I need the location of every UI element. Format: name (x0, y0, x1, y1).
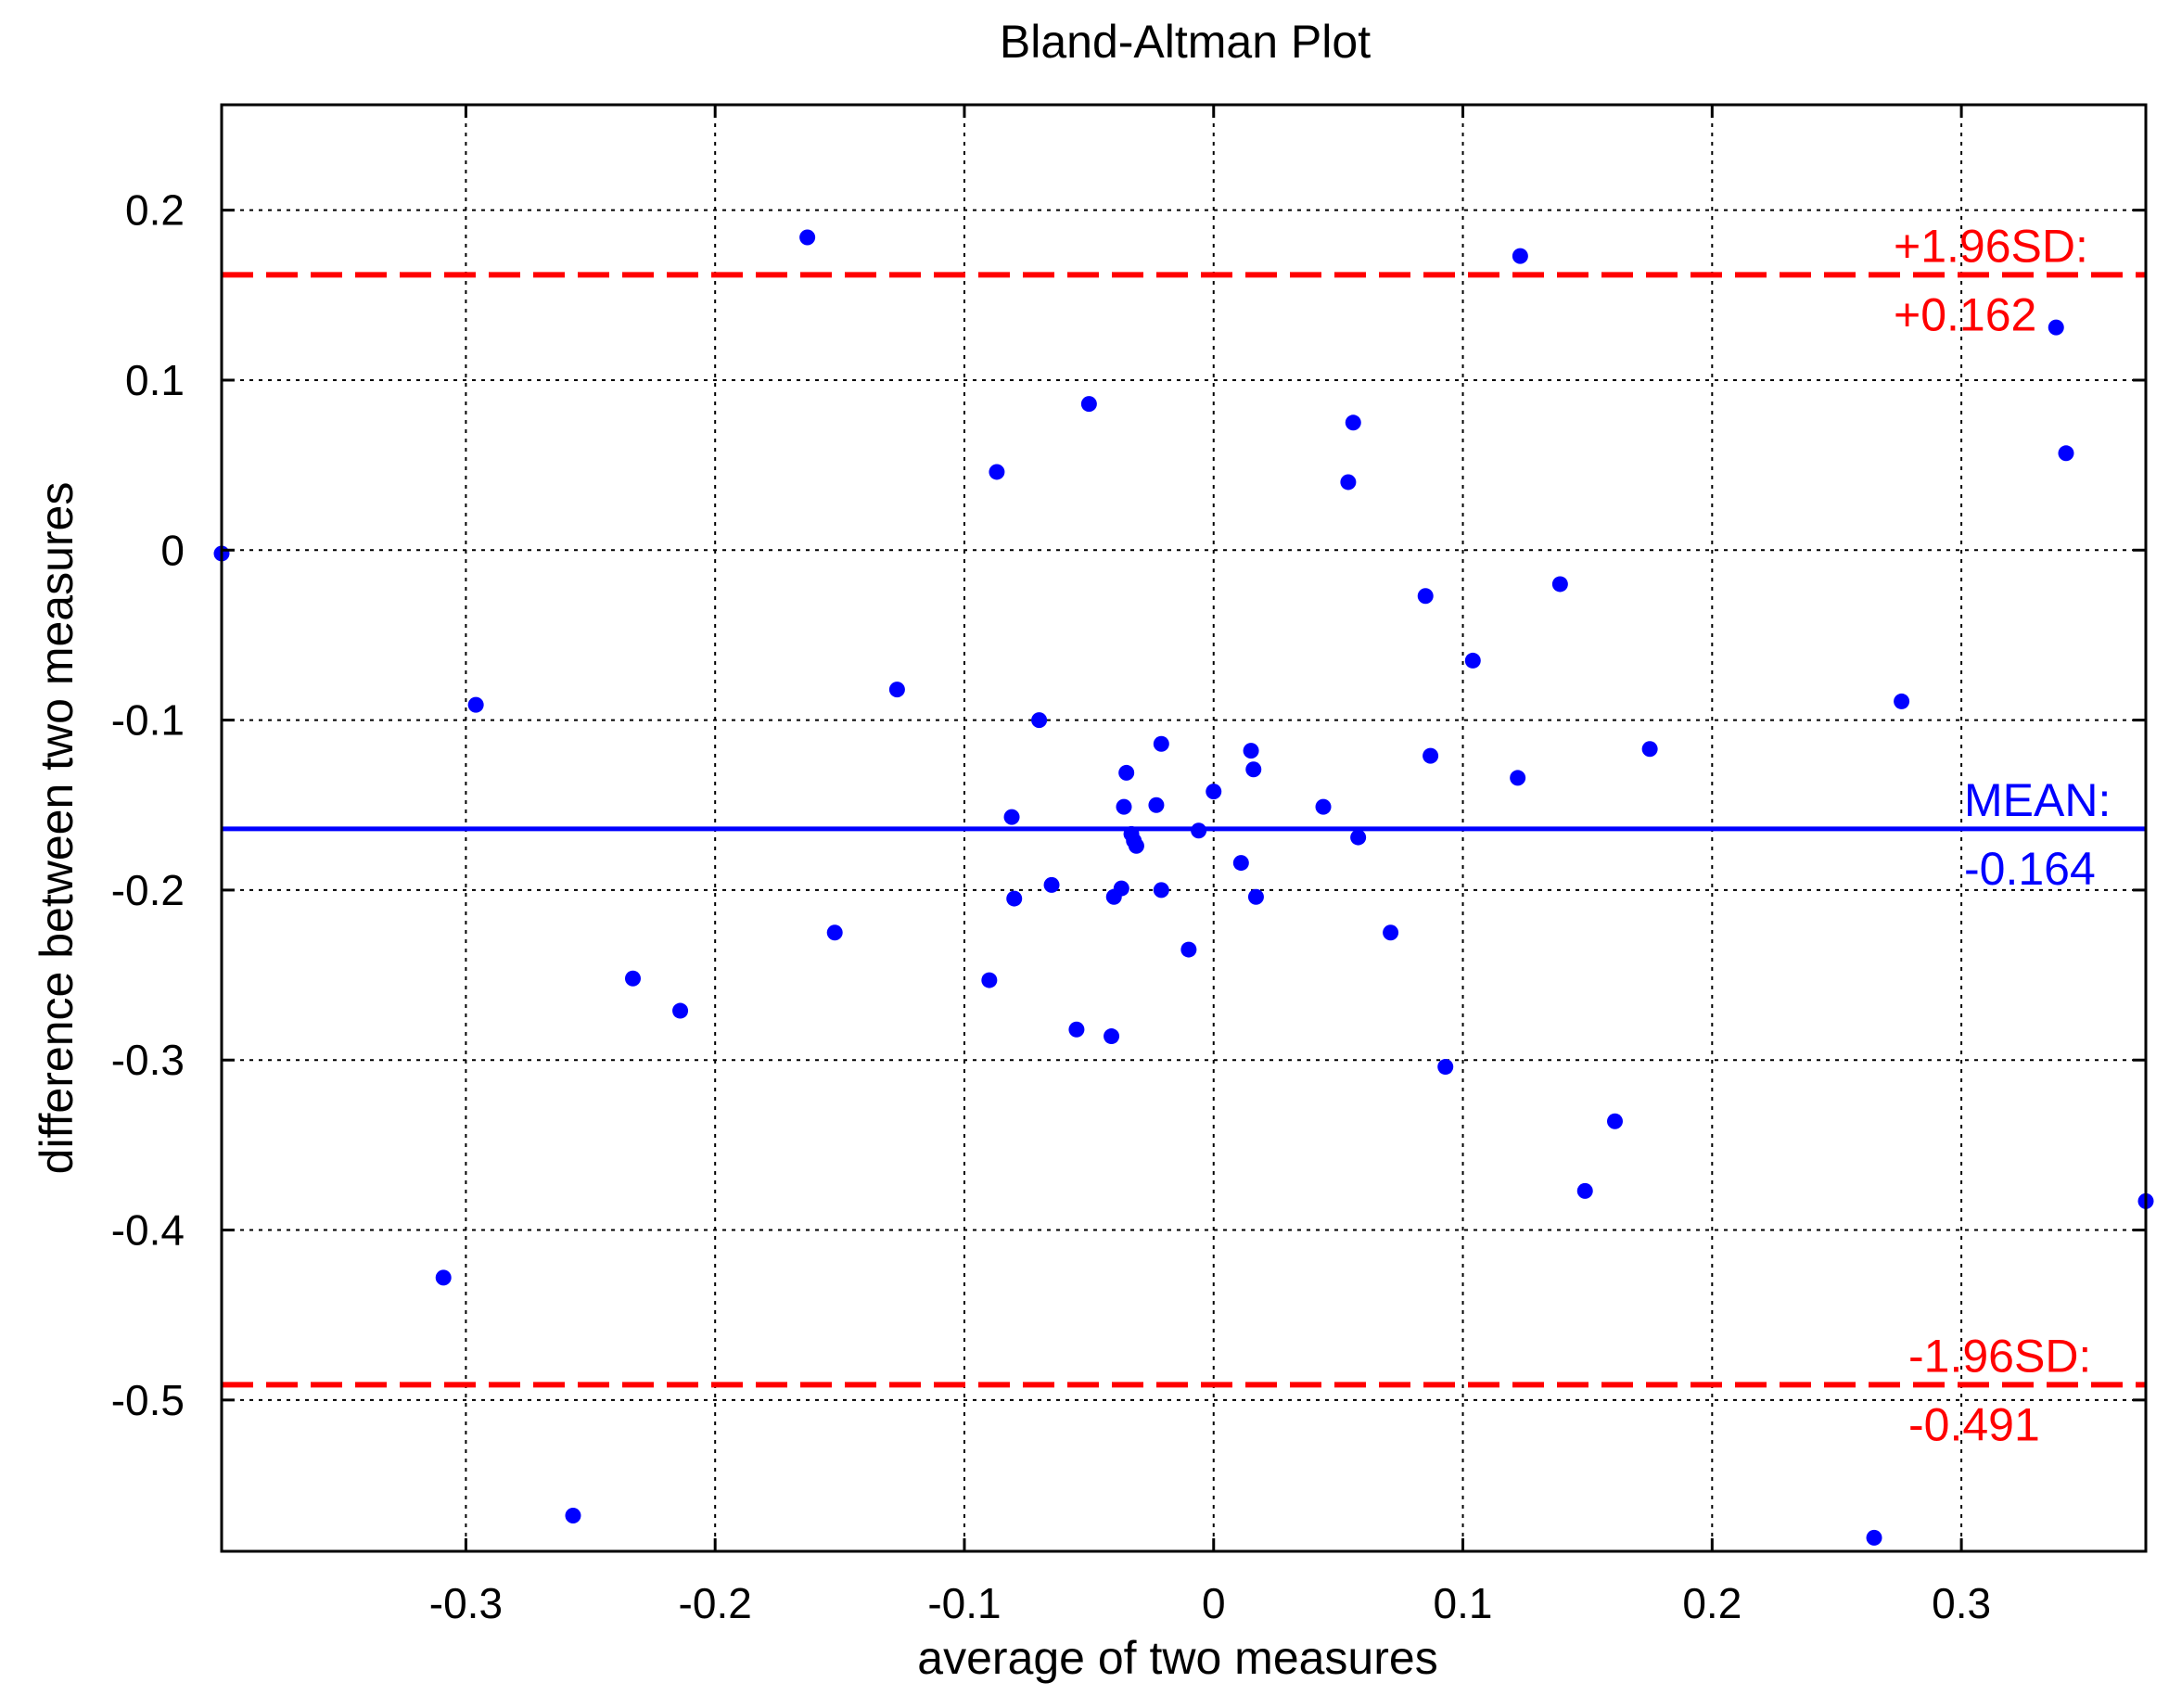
data-point (989, 464, 1005, 480)
data-point (1437, 1059, 1454, 1076)
data-point (1128, 837, 1144, 854)
mean-label-title: MEAN: (1964, 774, 2111, 826)
data-point (467, 696, 484, 713)
x-tick-label: -0.3 (429, 1579, 503, 1627)
data-point (888, 682, 905, 698)
data-point (981, 972, 998, 988)
data-point (1043, 876, 1060, 893)
data-point (1068, 1021, 1085, 1038)
mean-label-value: -0.164 (1964, 843, 2096, 895)
data-point (1247, 888, 1264, 905)
data-point (1350, 829, 1367, 846)
data-point (799, 229, 816, 246)
chart-title: Bland-Altman Plot (1000, 16, 1371, 68)
y-tick-label: -0.1 (111, 696, 185, 745)
data-point (1191, 822, 1207, 839)
y-tick-label: -0.2 (111, 866, 185, 914)
data-point (1118, 764, 1135, 781)
data-point (1383, 924, 1399, 941)
y-axis-label: difference between two measures (31, 482, 83, 1175)
data-point (1245, 761, 1262, 778)
lower-limit-label-value: -0.491 (1908, 1398, 2040, 1450)
y-tick-label: -0.3 (111, 1036, 185, 1084)
data-point (624, 970, 641, 987)
data-point (1006, 890, 1023, 907)
data-point (1340, 474, 1357, 491)
x-tick-label: 0.2 (1682, 1579, 1742, 1627)
plot-frame (220, 103, 2148, 1553)
axis-ticks: -0.3 -0.2 -0.1 0 0.1 0.2 0.3 0.2 0.1 0 -0.1 -0.2 -0.… (111, 105, 2146, 1627)
data-point (1551, 576, 1568, 593)
data-point (1153, 735, 1169, 752)
x-tick-label: 0 (1202, 1579, 1226, 1627)
data-point (1510, 770, 1526, 786)
data-point (1315, 798, 1332, 815)
x-tick-label: 0.1 (1434, 1579, 1493, 1627)
data-point (435, 1269, 452, 1286)
x-tick-label: -0.1 (927, 1579, 1001, 1627)
data-point (1606, 1113, 1623, 1129)
data-point (1206, 784, 1222, 800)
data-point (1180, 941, 1197, 958)
data-point (1894, 693, 1910, 709)
y-tick-label: 0 (160, 526, 185, 574)
data-point (1345, 414, 1361, 431)
data-point (1417, 588, 1434, 605)
data-point (2048, 319, 2064, 336)
data-point (1153, 882, 1169, 899)
x-axis-label: average of two measures (917, 1632, 1437, 1684)
upper-limit-label-title: +1.96SD: (1894, 220, 2088, 272)
data-point (1113, 880, 1129, 897)
y-tick-label: -0.4 (111, 1206, 185, 1255)
data-point (2058, 445, 2074, 462)
data-point (1232, 855, 1249, 872)
data-point (565, 1508, 581, 1524)
x-tick-label: 0.3 (1932, 1579, 1991, 1627)
y-tick-label: 0.2 (125, 186, 185, 235)
data-point (1464, 652, 1481, 669)
data-point (1080, 396, 1097, 413)
data-point (1116, 798, 1132, 815)
data-point (1866, 1529, 1882, 1546)
data-point (1641, 741, 1658, 758)
data-point (672, 1002, 689, 1019)
data-point (1003, 809, 1020, 825)
y-tick-label: -0.5 (111, 1376, 185, 1424)
data-point (1031, 712, 1048, 729)
data-points (213, 229, 2154, 1546)
lower-limit-label-title: -1.96SD: (1908, 1330, 2091, 1382)
data-point (1243, 743, 1259, 759)
data-point (1148, 797, 1165, 813)
upper-limit-label-value: +0.162 (1894, 288, 2036, 340)
reference-line-labels: +1.96SD: +0.162 MEAN: -0.164 -1.96SD: -0.491 (1894, 220, 2111, 1450)
data-point (1576, 1182, 1593, 1199)
data-point (1423, 747, 1439, 764)
data-point (826, 924, 843, 941)
data-point (1104, 1028, 1120, 1045)
y-tick-label: 0.1 (125, 356, 185, 404)
data-point (1512, 248, 1528, 264)
reference-lines (222, 272, 2146, 1388)
x-tick-label: -0.2 (679, 1579, 752, 1627)
